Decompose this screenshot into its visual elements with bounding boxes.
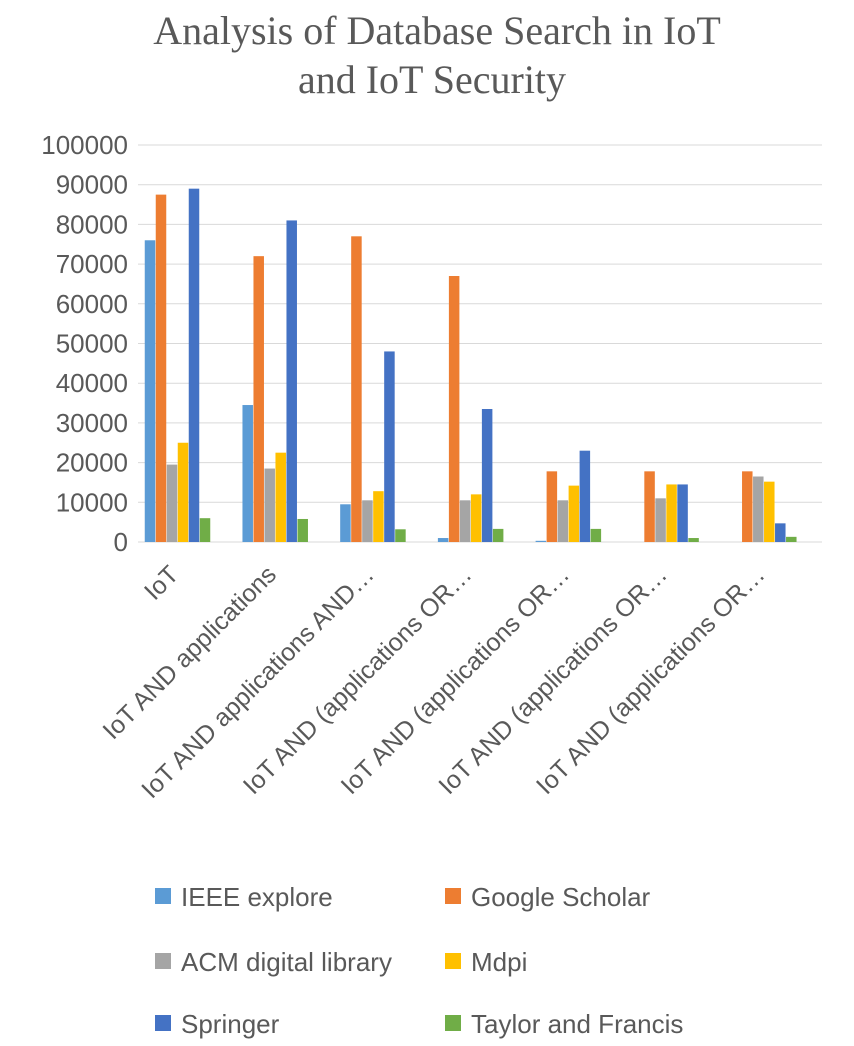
- x-tick-label: IoT AND applications: [97, 560, 282, 745]
- legend-label: IEEE explore: [181, 882, 333, 912]
- bar: [557, 500, 569, 542]
- y-axis-ticks: 0 10000 20000 30000 40000 50000 60000 70000 8000…: [41, 130, 128, 557]
- bar: [492, 528, 504, 542]
- bar: [644, 471, 655, 542]
- gridlines: [138, 144, 822, 543]
- bar: [177, 442, 189, 542]
- y-tick-label: 30000: [56, 408, 128, 438]
- bar: [579, 450, 591, 542]
- bar: [459, 500, 471, 542]
- bar: [677, 484, 688, 542]
- bar: [437, 538, 449, 542]
- y-tick-label: 0: [114, 527, 128, 557]
- bar: [264, 468, 275, 542]
- legend-label: Taylor and Francis: [471, 1009, 683, 1039]
- legend-label: Mdpi: [471, 947, 527, 977]
- bar: [362, 500, 373, 542]
- bar: [373, 491, 384, 542]
- y-tick-label: 20000: [56, 448, 128, 478]
- bar: [666, 484, 677, 542]
- bar: [297, 518, 308, 542]
- legend-swatch: [445, 1015, 461, 1031]
- bar: [688, 538, 699, 542]
- bar: [351, 236, 362, 542]
- bar: [395, 529, 406, 542]
- legend-swatch: [155, 1015, 171, 1031]
- y-tick-label: 40000: [56, 368, 128, 398]
- bars: [144, 188, 797, 543]
- bar: [590, 528, 602, 542]
- bar: [242, 405, 253, 542]
- bar: [166, 464, 178, 542]
- bar: [286, 220, 297, 542]
- bar: [568, 485, 580, 542]
- bar: [753, 476, 764, 542]
- bar: [655, 498, 666, 542]
- bar: [546, 471, 558, 542]
- y-tick-label: 100000: [41, 130, 128, 160]
- bar: [340, 504, 351, 542]
- bar: [448, 276, 460, 542]
- bar: [155, 194, 167, 542]
- y-tick-label: 60000: [56, 289, 128, 319]
- y-tick-label: 90000: [56, 170, 128, 200]
- legend-swatch: [445, 953, 461, 969]
- bar: [144, 240, 156, 542]
- bar: [786, 536, 797, 542]
- legend-swatch: [155, 888, 171, 904]
- y-tick-label: 50000: [56, 329, 128, 359]
- bar: [253, 256, 264, 542]
- bar: [199, 518, 211, 542]
- legend-label: Google Scholar: [471, 882, 651, 912]
- bar: [470, 494, 482, 542]
- bar: [188, 188, 200, 543]
- legend-swatch: [445, 888, 461, 904]
- chart-title-line-1: Analysis of Database Search in IoT: [153, 8, 721, 53]
- legend-label: ACM digital library: [181, 947, 392, 977]
- bar: [742, 471, 753, 542]
- chart-title-line-2: and IoT Security: [298, 57, 566, 102]
- y-tick-label: 70000: [56, 249, 128, 279]
- x-tick-label: IoT: [139, 560, 184, 605]
- bar: [764, 481, 775, 542]
- legend-swatch: [155, 953, 171, 969]
- bar: [775, 523, 786, 542]
- y-tick-label: 10000: [56, 487, 128, 517]
- bar: [535, 540, 547, 542]
- y-tick-label: 80000: [56, 209, 128, 239]
- legend-label: Springer: [181, 1009, 280, 1039]
- bar: [384, 351, 395, 542]
- bar: [481, 409, 493, 542]
- legend: IEEE explore Google Scholar ACM digital li…: [155, 882, 683, 1039]
- bar: [275, 452, 286, 542]
